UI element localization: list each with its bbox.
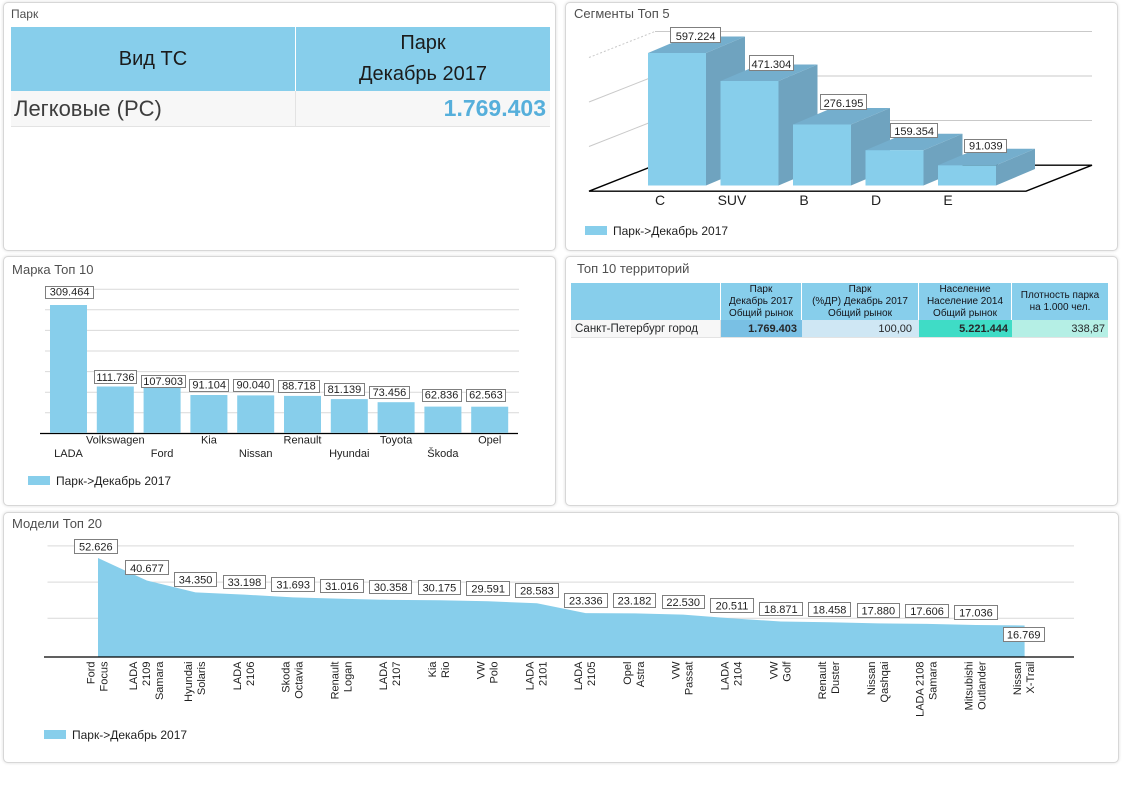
svg-text:Toyota: Toyota: [380, 435, 413, 447]
svg-text:90.040: 90.040: [236, 380, 270, 392]
svg-text:91.104: 91.104: [192, 380, 226, 392]
svg-text:2105: 2105: [586, 662, 598, 686]
svg-text:111.736: 111.736: [96, 372, 134, 384]
svg-text:LADA: LADA: [524, 661, 536, 690]
svg-text:17.880: 17.880: [861, 606, 895, 618]
svg-text:VW: VW: [768, 661, 780, 679]
svg-text:Qashqai: Qashqai: [879, 662, 891, 703]
svg-text:Golf: Golf: [781, 661, 793, 682]
svg-text:30.358: 30.358: [374, 582, 408, 594]
svg-text:597.224: 597.224: [676, 31, 716, 43]
svg-text:2104: 2104: [733, 662, 745, 686]
svg-text:81.139: 81.139: [328, 384, 362, 396]
svg-text:Mitsubishi: Mitsubishi: [963, 662, 975, 711]
svg-text:18.871: 18.871: [764, 604, 798, 616]
svg-text:28.583: 28.583: [520, 586, 554, 598]
svg-text:Astra: Astra: [635, 661, 647, 688]
svg-text:VW: VW: [671, 661, 683, 679]
svg-text:SUV: SUV: [718, 192, 747, 208]
svg-text:33.198: 33.198: [228, 577, 262, 589]
svg-text:Duster: Duster: [830, 661, 842, 694]
svg-text:31.693: 31.693: [276, 580, 310, 592]
svg-text:2106: 2106: [245, 662, 257, 686]
svg-text:LADA: LADA: [378, 661, 390, 690]
svg-text:471.304: 471.304: [752, 59, 792, 71]
svg-text:30.175: 30.175: [423, 583, 457, 595]
svg-text:B: B: [799, 192, 808, 208]
svg-text:Samara: Samara: [928, 661, 940, 700]
svg-text:LADA: LADA: [720, 661, 732, 690]
svg-text:Opel: Opel: [622, 662, 634, 685]
svg-text:107.903: 107.903: [143, 376, 183, 388]
svg-text:Nissan: Nissan: [866, 662, 878, 696]
svg-text:17.606: 17.606: [910, 606, 944, 618]
svg-text:62.563: 62.563: [469, 390, 503, 402]
svg-text:Hyundai: Hyundai: [329, 448, 369, 460]
svg-text:91.039: 91.039: [969, 141, 1003, 153]
svg-text:2109: 2109: [141, 662, 153, 686]
svg-text:17.036: 17.036: [959, 607, 993, 619]
svg-text:88.718: 88.718: [282, 381, 316, 393]
svg-text:159.354: 159.354: [894, 126, 934, 138]
svg-text:Samara: Samara: [154, 661, 166, 700]
svg-text:Kia: Kia: [201, 435, 218, 447]
svg-text:2101: 2101: [537, 662, 549, 686]
svg-text:Renault: Renault: [329, 662, 341, 700]
svg-text:29.591: 29.591: [471, 584, 505, 596]
svg-text:Ford: Ford: [86, 662, 98, 685]
svg-text:Hyundai: Hyundai: [183, 662, 195, 702]
svg-text:LADA 2108: LADA 2108: [915, 662, 927, 717]
svg-text:LADA: LADA: [54, 448, 83, 460]
svg-text:16.769: 16.769: [1007, 630, 1041, 642]
svg-text:C: C: [655, 192, 665, 208]
svg-text:VW: VW: [476, 661, 488, 679]
svg-text:Octavia: Octavia: [294, 661, 306, 699]
svg-text:D: D: [871, 192, 881, 208]
svg-text:Outlander: Outlander: [976, 661, 988, 710]
svg-text:309.464: 309.464: [50, 287, 90, 299]
svg-text:Skoda: Skoda: [281, 661, 293, 693]
svg-text:Ford: Ford: [151, 448, 174, 460]
svg-text:Rio: Rio: [440, 662, 452, 679]
svg-text:23.182: 23.182: [618, 596, 652, 608]
svg-text:Volkswagen: Volkswagen: [86, 435, 145, 447]
svg-text:22.530: 22.530: [666, 597, 700, 609]
svg-text:Renault: Renault: [284, 435, 322, 447]
svg-text:Kia: Kia: [427, 661, 439, 678]
svg-text:Polo: Polo: [489, 662, 501, 684]
svg-text:Focus: Focus: [99, 661, 111, 691]
svg-text:Passat: Passat: [684, 662, 696, 696]
svg-text:Solaris: Solaris: [196, 661, 208, 695]
svg-text:X-Trail: X-Trail: [1025, 662, 1037, 694]
svg-text:18.458: 18.458: [813, 605, 847, 617]
svg-text:40.677: 40.677: [130, 563, 164, 575]
svg-text:2107: 2107: [391, 662, 403, 686]
svg-text:31.016: 31.016: [325, 581, 359, 593]
svg-text:20.511: 20.511: [716, 601, 749, 613]
svg-text:E: E: [943, 192, 952, 208]
svg-text:LADA: LADA: [573, 661, 585, 690]
svg-text:Opel: Opel: [478, 435, 501, 447]
svg-text:34.350: 34.350: [179, 575, 213, 587]
svg-text:62.836: 62.836: [425, 390, 459, 402]
svg-text:Logan: Logan: [342, 662, 354, 693]
svg-text:LADA: LADA: [232, 661, 244, 690]
svg-text:276.195: 276.195: [824, 98, 864, 110]
svg-text:23.336: 23.336: [569, 595, 603, 607]
svg-text:Škoda: Škoda: [427, 447, 459, 460]
svg-text:Renault: Renault: [817, 662, 829, 700]
svg-text:LADA: LADA: [128, 661, 140, 690]
svg-text:Nissan: Nissan: [1012, 662, 1024, 696]
svg-text:52.626: 52.626: [79, 541, 113, 553]
svg-text:73.456: 73.456: [373, 387, 407, 399]
svg-text:Nissan: Nissan: [239, 448, 273, 460]
